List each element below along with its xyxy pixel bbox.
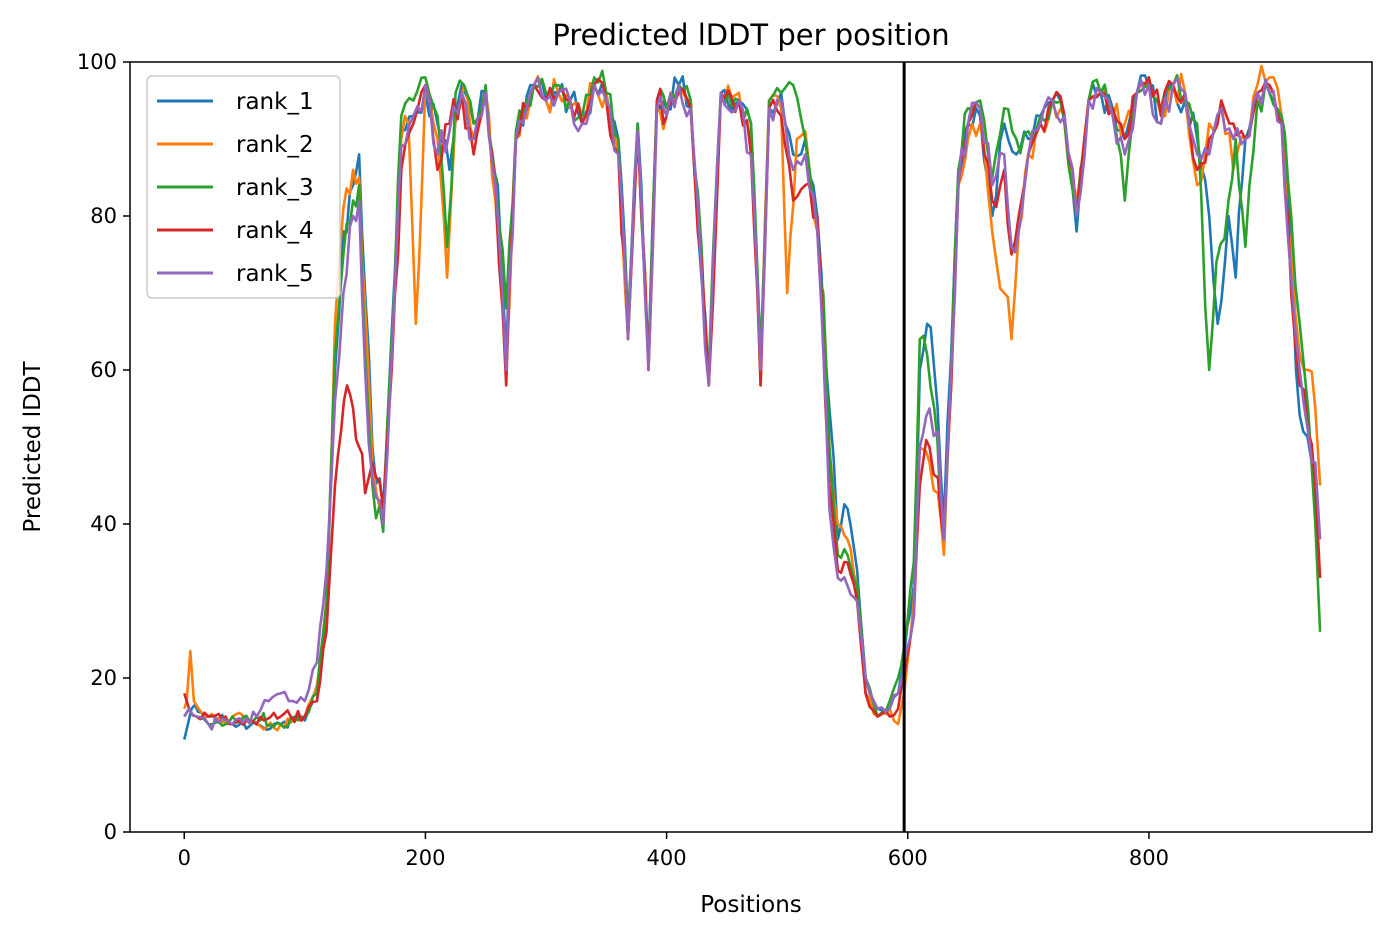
legend-label-rank_2: rank_2 <box>236 132 314 158</box>
y-axis-label: Predicted lDDT <box>20 360 46 532</box>
y-tick-label: 20 <box>90 666 117 690</box>
legend-label-rank_5: rank_5 <box>236 261 314 287</box>
x-tick-label: 400 <box>647 846 687 870</box>
legend-label-rank_3: rank_3 <box>236 175 314 201</box>
legend: rank_1 rank_2 rank_3 rank_4 rank_5 <box>147 76 340 298</box>
y-tick-label: 80 <box>90 204 117 228</box>
x-tick-label: 0 <box>178 846 191 870</box>
legend-label-rank_4: rank_4 <box>236 218 314 244</box>
y-tick-label: 100 <box>77 50 117 74</box>
y-tick-label: 40 <box>90 512 117 536</box>
y-tick-label: 60 <box>90 358 117 382</box>
x-tick-label: 200 <box>405 846 445 870</box>
legend-label-rank_1: rank_1 <box>236 89 314 115</box>
y-tick-label: 0 <box>104 820 117 844</box>
x-axis-label: Positions <box>700 892 802 918</box>
lddt-line-chart: Predicted lDDT per position 0 200 400 600 80… <box>0 0 1391 939</box>
x-tick-label: 800 <box>1129 846 1169 870</box>
chart-title: Predicted lDDT per position <box>552 18 949 52</box>
x-tick-label: 600 <box>888 846 928 870</box>
